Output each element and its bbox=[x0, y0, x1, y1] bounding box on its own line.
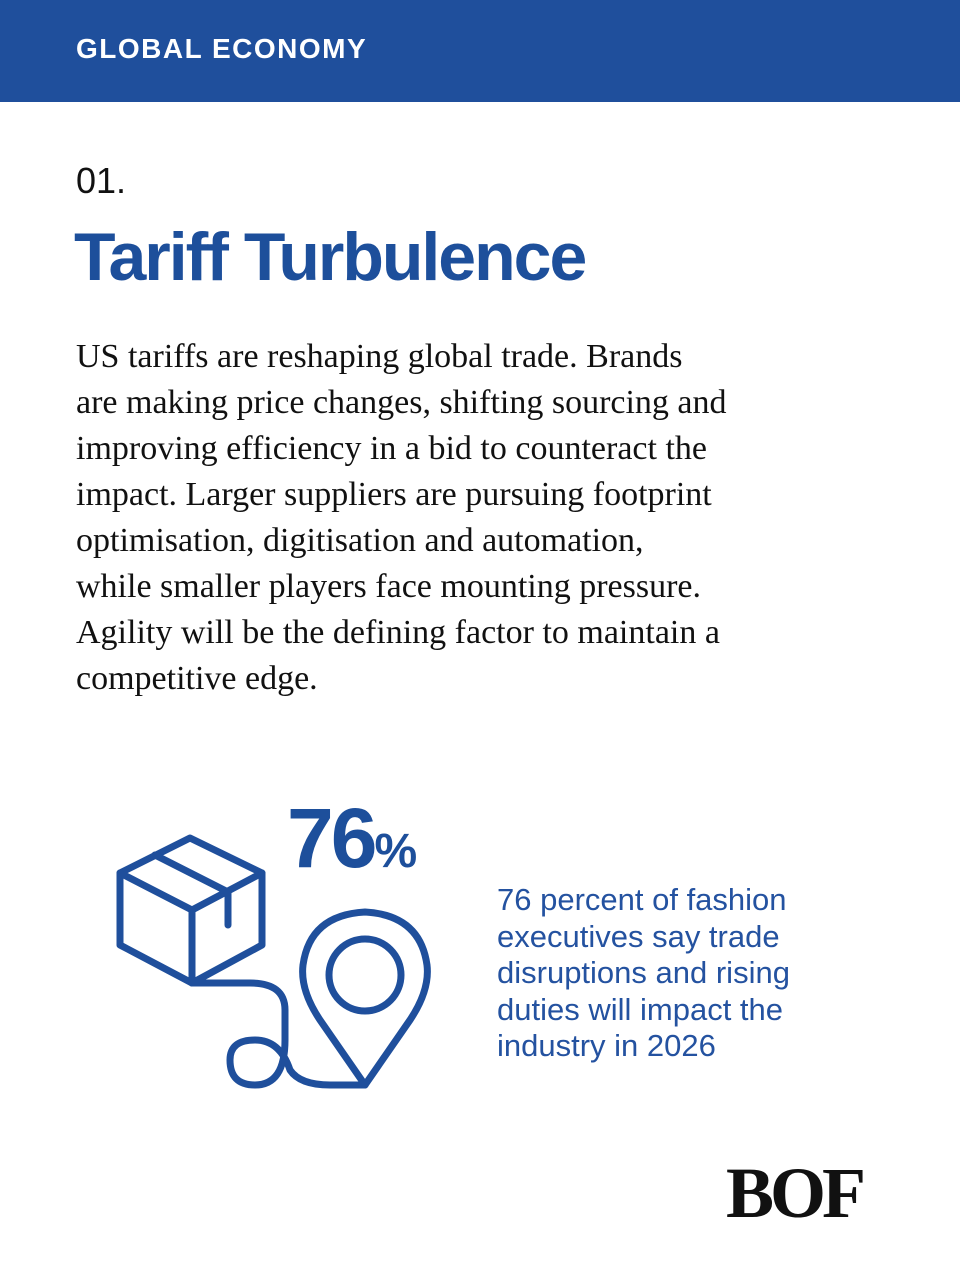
description-line: disruptions and rising bbox=[497, 955, 790, 990]
body-line: while smaller players face mounting pres… bbox=[76, 568, 702, 605]
stat-value: 76 bbox=[287, 791, 377, 885]
article-number: 01. bbox=[76, 160, 127, 201]
body-line: improving efficiency in a bid to counter… bbox=[76, 430, 707, 467]
article-title: Tariff Turbulence bbox=[74, 219, 587, 295]
article-body: US tariffs are reshaping global trade. B… bbox=[76, 334, 727, 702]
stat: 76% bbox=[287, 790, 417, 887]
description-line: executives say trade bbox=[497, 918, 780, 954]
description-line: industry in 2026 bbox=[497, 1028, 716, 1063]
stat-unit: % bbox=[374, 825, 418, 878]
body-line: Agility will be the defining factor to m… bbox=[76, 614, 720, 651]
body-line: are making price changes, shifting sourc… bbox=[76, 384, 727, 421]
logo: BOF bbox=[726, 1153, 866, 1233]
body-line: optimisation, digitisation and automatio… bbox=[76, 522, 644, 559]
section-label: GLOBAL ECONOMY bbox=[76, 33, 368, 64]
description-line: duties will impact the bbox=[497, 991, 784, 1027]
description-line: 76 percent of fashion bbox=[497, 882, 787, 917]
body-line: competitive edge. bbox=[76, 660, 318, 697]
body-line: US tariffs are reshaping global trade. B… bbox=[76, 338, 683, 375]
header-bar: GLOBAL ECONOMY bbox=[0, 0, 960, 102]
stat-description: 76 percent of fashion executives say trad… bbox=[497, 882, 790, 1065]
body-line: impact. Larger suppliers are pursuing fo… bbox=[76, 476, 712, 513]
